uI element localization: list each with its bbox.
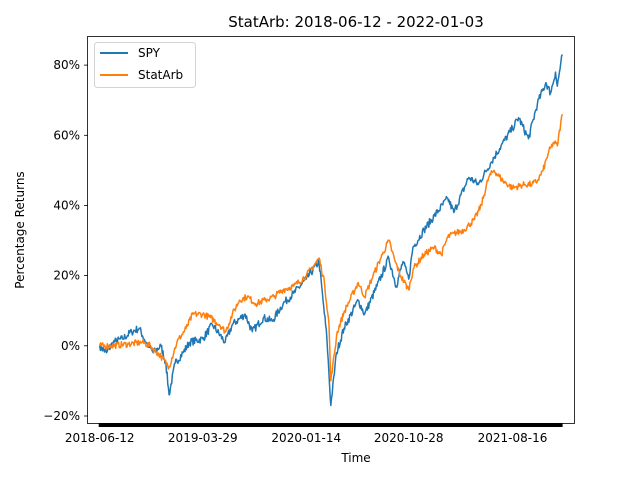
chart-title: StatArb: 2018-06-12 - 2022-01-03	[228, 13, 484, 31]
series-line-statarb	[98, 113, 564, 382]
x-axis-label: Time	[340, 451, 370, 465]
x-tick-label: 2021-08-16	[478, 431, 548, 445]
legend: SPY StatArb	[94, 42, 196, 88]
y-tick-label: 20%	[53, 269, 80, 283]
legend-label-spy: SPY	[138, 46, 161, 60]
x-tick-label: 2020-10-28	[374, 431, 444, 445]
x-tick-label: 2019-03-29	[168, 431, 238, 445]
y-tick-label: −20%	[43, 409, 80, 423]
x-tick-label: 2020-01-14	[271, 431, 341, 445]
x-tick-label: 2018-06-12	[65, 431, 135, 445]
series-line-spy	[98, 54, 563, 407]
legend-label-statarb: StatArb	[138, 68, 183, 82]
y-tick-label: 80%	[53, 58, 80, 72]
y-axis-label: Percentage Returns	[13, 171, 27, 288]
y-axis: −20% 0% 20% 40% 60% 80%	[43, 58, 88, 423]
y-tick-label: 60%	[53, 128, 80, 142]
series-layer	[98, 54, 564, 407]
x-axis: 2018-06-12 2019-03-29 2020-01-14 2020-10-28…	[65, 423, 563, 445]
y-tick-label: 0%	[61, 339, 80, 353]
y-tick-label: 40%	[53, 198, 80, 212]
